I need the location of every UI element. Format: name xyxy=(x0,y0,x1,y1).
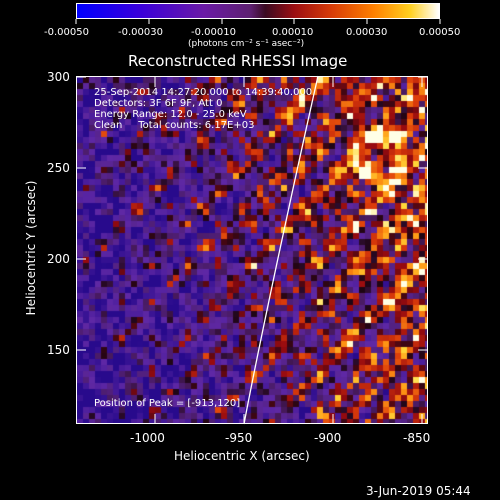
time-range-label: 25-Sep-2014 14:27:20.000 to 14:39:40.000 xyxy=(94,87,313,98)
image-canvas xyxy=(77,77,427,423)
colorbar xyxy=(76,3,440,19)
clean-counts-label: Clean Total counts: 6.17E+03 xyxy=(94,120,255,131)
peak-position-label: Position of Peak = [-913,120] xyxy=(94,398,241,409)
colorbar-tick-label: 0.00030 xyxy=(346,27,388,38)
y-tick-label: 300 xyxy=(47,70,70,84)
y-tick-label: 200 xyxy=(47,252,70,266)
x-axis-label: Heliocentric X (arcsec) xyxy=(174,449,310,463)
y-axis-label: Heliocentric Y (arcsec) xyxy=(24,180,38,316)
y-tick-label: 250 xyxy=(47,161,70,175)
x-tick-label: -900 xyxy=(314,431,342,445)
colorbar-tick-label: 0.00050 xyxy=(419,27,461,38)
x-tick-label: -850 xyxy=(403,431,431,445)
detectors-label: Detectors: 3F 6F 9F, Att 0 xyxy=(94,98,223,109)
x-tick-label: -1000 xyxy=(130,431,165,445)
colorbar-tick-label: 0.00010 xyxy=(272,27,314,38)
energy-range-label: Energy Range: 12.0 - 25.0 keV xyxy=(94,109,247,120)
colorbar-tick-label: -0.00010 xyxy=(191,27,236,38)
y-tick-label: 150 xyxy=(47,343,70,357)
x-tick-label: -950 xyxy=(225,431,253,445)
colorbar-units: (photons cm⁻² s⁻¹ asec⁻²) xyxy=(188,39,305,49)
plot-title: Reconstructed RHESSI Image xyxy=(128,52,348,70)
rhessi-image xyxy=(76,76,428,424)
colorbar-tick-label: -0.00030 xyxy=(118,27,163,38)
footer-date: 3-Jun-2019 05:44 xyxy=(366,484,471,498)
colorbar-tick-label: -0.00050 xyxy=(44,27,89,38)
